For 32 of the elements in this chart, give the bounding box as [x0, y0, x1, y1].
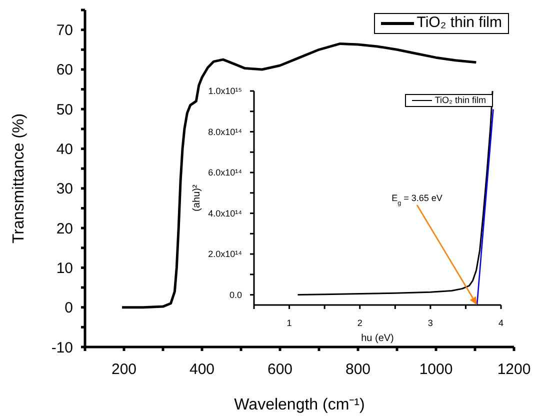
y-tick-label: 8.0x10¹⁴	[208, 126, 242, 137]
y-tick-label: 4.0x10¹⁴	[208, 208, 242, 218]
legend-label: TiO₂ thin film	[434, 95, 486, 106]
y-tick-label: 20	[56, 220, 73, 238]
y-tick-label: 1.0x10¹⁵	[208, 86, 242, 96]
x-axis-title: hu (eV)	[361, 332, 394, 344]
x-tick-label: 800	[345, 361, 371, 378]
y-axis-title: (ahu)²	[191, 184, 202, 212]
y-tick-label: 70	[56, 22, 73, 40]
y-tick-label: 60	[56, 62, 73, 79]
y-tick-label: 6.0x10¹⁴	[208, 168, 242, 178]
y-axis-title: Transmittance (%)	[10, 113, 28, 244]
y-tick-label: 0.0	[229, 290, 242, 300]
y-tick-label: 40	[56, 141, 73, 158]
legend-label: TiO₂ thin film	[416, 14, 502, 33]
x-tick-label: 4	[498, 318, 504, 328]
y-tick-label: 30	[56, 180, 73, 198]
annotation: E$_{g}$ = 3.65 eV	[392, 193, 442, 206]
x-tick-label: 600	[267, 361, 293, 378]
y-tick-label: 2.0x10¹⁴	[208, 249, 242, 260]
x-tick-label: 200	[111, 361, 137, 378]
y-tick-label: 10	[56, 260, 73, 277]
x-tick-label: 400	[189, 361, 215, 378]
x-tick-label: 3	[428, 318, 433, 328]
x-tick-label: 1000	[419, 361, 453, 378]
x-tick-label: 1200	[497, 361, 531, 378]
x-axis-title: Wavelength (cm⁻¹)	[234, 396, 365, 414]
x-tick-label: 1	[286, 318, 292, 328]
y-tick-label: 0	[64, 300, 73, 317]
y-tick-label: -10	[51, 339, 73, 356]
x-tick-label: 2	[357, 318, 362, 328]
y-tick-label: 50	[56, 101, 73, 118]
